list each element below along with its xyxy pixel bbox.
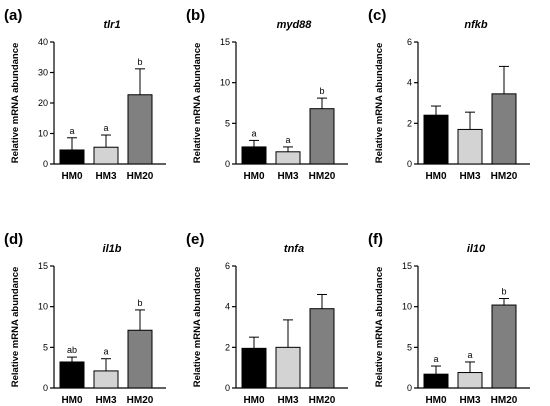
panel-label: (a) (4, 7, 22, 24)
y-tick-label: 5 (43, 342, 48, 352)
significance-letter: a (251, 128, 256, 138)
y-tick-label: 2 (225, 342, 230, 352)
panel-label: (e) (186, 231, 204, 248)
bar-hm0 (59, 361, 85, 389)
chart-title: myd88 (277, 19, 313, 31)
x-tick-label: HM20 (309, 171, 336, 182)
bar-hm3 (275, 151, 301, 165)
x-tick-label: HM3 (459, 171, 481, 182)
y-tick-label: 15 (402, 261, 412, 271)
y-axis-label: Relative mRNA abundance (192, 267, 203, 388)
bar-hm3 (93, 370, 119, 389)
significance-letter: a (285, 135, 290, 145)
significance-letter: ab (67, 345, 77, 355)
x-tick-label: HM3 (277, 395, 299, 406)
y-tick-label: 10 (220, 78, 230, 88)
chart-panel-2: (b) myd88 Relative mRNA abundance 0 5 10 15 HM0… (186, 7, 348, 182)
x-tick-label: HM0 (243, 395, 265, 406)
x-tick-label: HM3 (95, 395, 117, 406)
y-tick-label: 6 (407, 37, 412, 47)
panel-label: (c) (368, 7, 386, 24)
chart-title: tnfa (284, 243, 304, 255)
x-tick-label: HM20 (127, 395, 154, 406)
y-tick-label: 5 (225, 118, 230, 128)
y-tick-label: 15 (38, 261, 48, 271)
y-axis-label: Relative mRNA abundance (10, 43, 21, 164)
y-tick-label: 0 (407, 159, 412, 169)
bar-hm3 (457, 372, 483, 389)
chart-panel-4: (d) il1b Relative mRNA abundance 0 5 10 15 HM0 a… (4, 231, 166, 406)
chart-title: nfkb (464, 19, 488, 31)
y-axis-label: Relative mRNA abundance (10, 267, 21, 388)
bar-hm3 (457, 128, 483, 165)
significance-letter: b (137, 298, 142, 308)
bar-hm0 (423, 373, 449, 389)
y-tick-label: 10 (38, 302, 48, 312)
y-tick-label: 4 (225, 302, 230, 312)
y-tick-label: 10 (402, 302, 412, 312)
y-tick-label: 0 (407, 383, 412, 393)
bar-hm20 (127, 329, 153, 389)
y-tick-label: 30 (38, 68, 48, 78)
y-axis-label: Relative mRNA abundance (192, 43, 203, 164)
y-tick-label: 0 (43, 159, 48, 169)
chart-title: il10 (467, 243, 486, 255)
significance-letter: b (501, 287, 506, 297)
x-tick-label: HM0 (61, 395, 83, 406)
x-tick-label: HM20 (491, 171, 518, 182)
chart-panel-5: (e) tnfa Relative mRNA abundance 0 2 4 6 HM0 HM3… (186, 231, 348, 406)
panel-label: (f) (368, 231, 383, 248)
x-tick-label: HM20 (127, 171, 154, 182)
y-tick-label: 15 (220, 37, 230, 47)
bar-hm20 (309, 108, 335, 165)
y-tick-label: 4 (407, 78, 412, 88)
x-tick-label: HM3 (277, 171, 299, 182)
chart-title: il1b (103, 243, 122, 255)
bar-hm3 (93, 146, 119, 165)
chart-panel-1: (a) tlr1 Relative mRNA abundance 0 10 20 30 40 H… (4, 7, 166, 182)
x-tick-label: HM0 (61, 171, 83, 182)
x-tick-label: HM0 (425, 171, 447, 182)
x-tick-label: HM3 (459, 395, 481, 406)
y-tick-label: 20 (38, 98, 48, 108)
significance-letter: b (319, 86, 324, 96)
x-tick-label: HM3 (95, 171, 117, 182)
bar-hm20 (491, 304, 517, 389)
bar-hm20 (491, 93, 517, 165)
significance-letter: a (467, 350, 472, 360)
x-tick-label: HM20 (491, 395, 518, 406)
bar-hm0 (423, 114, 449, 165)
significance-letter: a (103, 347, 108, 357)
significance-letter: b (137, 57, 142, 67)
significance-letter: a (433, 354, 438, 364)
y-tick-label: 0 (43, 383, 48, 393)
x-tick-label: HM0 (425, 395, 447, 406)
bar-hm0 (241, 347, 267, 389)
chart-panel-3: (c) nfkb Relative mRNA abundance 0 2 4 6 HM0 HM3… (368, 7, 530, 182)
y-tick-label: 2 (407, 118, 412, 128)
significance-letter: a (69, 126, 74, 136)
x-tick-label: HM0 (243, 171, 265, 182)
chart-title: tlr1 (103, 19, 120, 31)
panel-label: (d) (4, 231, 23, 248)
y-tick-label: 40 (38, 37, 48, 47)
y-tick-label: 0 (225, 159, 230, 169)
bar-hm20 (309, 308, 335, 389)
y-axis-label: Relative mRNA abundance (374, 43, 385, 164)
y-axis-label: Relative mRNA abundance (374, 267, 385, 388)
significance-letter: a (103, 123, 108, 133)
panel-label: (b) (186, 7, 205, 24)
chart-panel-6: (f) il10 Relative mRNA abundance 0 5 10 15 HM0 a… (368, 231, 530, 406)
bar-hm20 (127, 94, 153, 165)
y-tick-label: 6 (225, 261, 230, 271)
x-tick-label: HM20 (309, 395, 336, 406)
bar-hm0 (59, 149, 85, 165)
bar-hm3 (275, 346, 301, 389)
bar-hm0 (241, 146, 267, 165)
y-tick-label: 10 (38, 129, 48, 139)
y-tick-label: 0 (225, 383, 230, 393)
y-tick-label: 5 (407, 342, 412, 352)
